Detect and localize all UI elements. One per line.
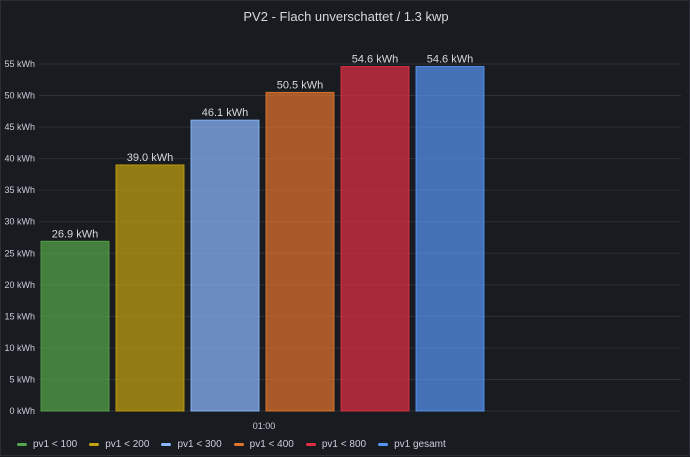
legend-item[interactable]: pv1 < 400 (233, 438, 294, 450)
legend-swatch (378, 442, 389, 446)
y-tick-label: 25 kWh (4, 248, 35, 258)
bar-value-label: 50.5 kWh (277, 79, 323, 91)
y-tick-label: 40 kWh (4, 154, 35, 164)
legend-swatch (17, 442, 27, 446)
legend-label: pv1 < 200 (105, 438, 150, 450)
x-tick-label: 01:00 (253, 421, 276, 431)
legend-swatch (89, 442, 100, 446)
y-tick-label: 15 kWh (4, 311, 35, 321)
legend-item[interactable]: pv1 < 200 (89, 439, 149, 450)
bar[interactable] (340, 66, 410, 412)
y-tick-label: 5 kWh (9, 374, 35, 384)
y-tick-label: 45 kWh (4, 122, 35, 132)
legend: pv1 < 100 pv1 < 200 pv1 < 300 pv1 < 400 pv1 … (17, 437, 446, 451)
bar-value-label: 46.1 kWh (202, 107, 248, 119)
bar-value-label: 54.6 kWh (427, 54, 473, 66)
y-tick-label: 50 kWh (4, 91, 35, 101)
legend-swatch (305, 442, 316, 446)
bar-value-label: 26.9 kWh (52, 228, 98, 240)
legend-swatch (161, 442, 172, 446)
panel-title[interactable]: PV2 - Flach unverschattet / 1.3 kwp (243, 9, 449, 24)
bar[interactable] (265, 91, 335, 412)
bar-value-label: 54.6 kWh (352, 54, 398, 66)
y-tick-label: 35 kWh (4, 185, 35, 195)
y-tick-label: 30 kWh (4, 217, 35, 227)
bar[interactable] (40, 240, 110, 412)
legend-item[interactable]: pv1 < 800 (305, 438, 367, 450)
legend-swatch (233, 442, 244, 446)
legend-item[interactable]: pv1 < 300 (161, 438, 222, 450)
y-tick-label: 55 kWh (4, 59, 35, 69)
bar[interactable] (415, 66, 485, 412)
legend-label: pv1 < 400 (249, 438, 294, 450)
legend-label: pv1 gesamt (394, 438, 446, 450)
legend-item[interactable]: pv1 gesamt (378, 439, 446, 450)
bar[interactable] (190, 119, 260, 412)
y-tick-label: 10 kWh (4, 343, 35, 353)
bar[interactable] (115, 164, 185, 412)
legend-label: pv1 < 300 (177, 438, 222, 450)
y-tick-label: 20 kWh (4, 280, 35, 290)
y-tick-label: 0 kWh (9, 406, 35, 416)
legend-label: pv1 < 100 (33, 438, 78, 450)
legend-item[interactable]: pv1 < 100 (17, 439, 77, 450)
bar-value-label: 39.0 kWh (127, 152, 173, 164)
legend-label: pv1 < 800 (321, 438, 367, 450)
